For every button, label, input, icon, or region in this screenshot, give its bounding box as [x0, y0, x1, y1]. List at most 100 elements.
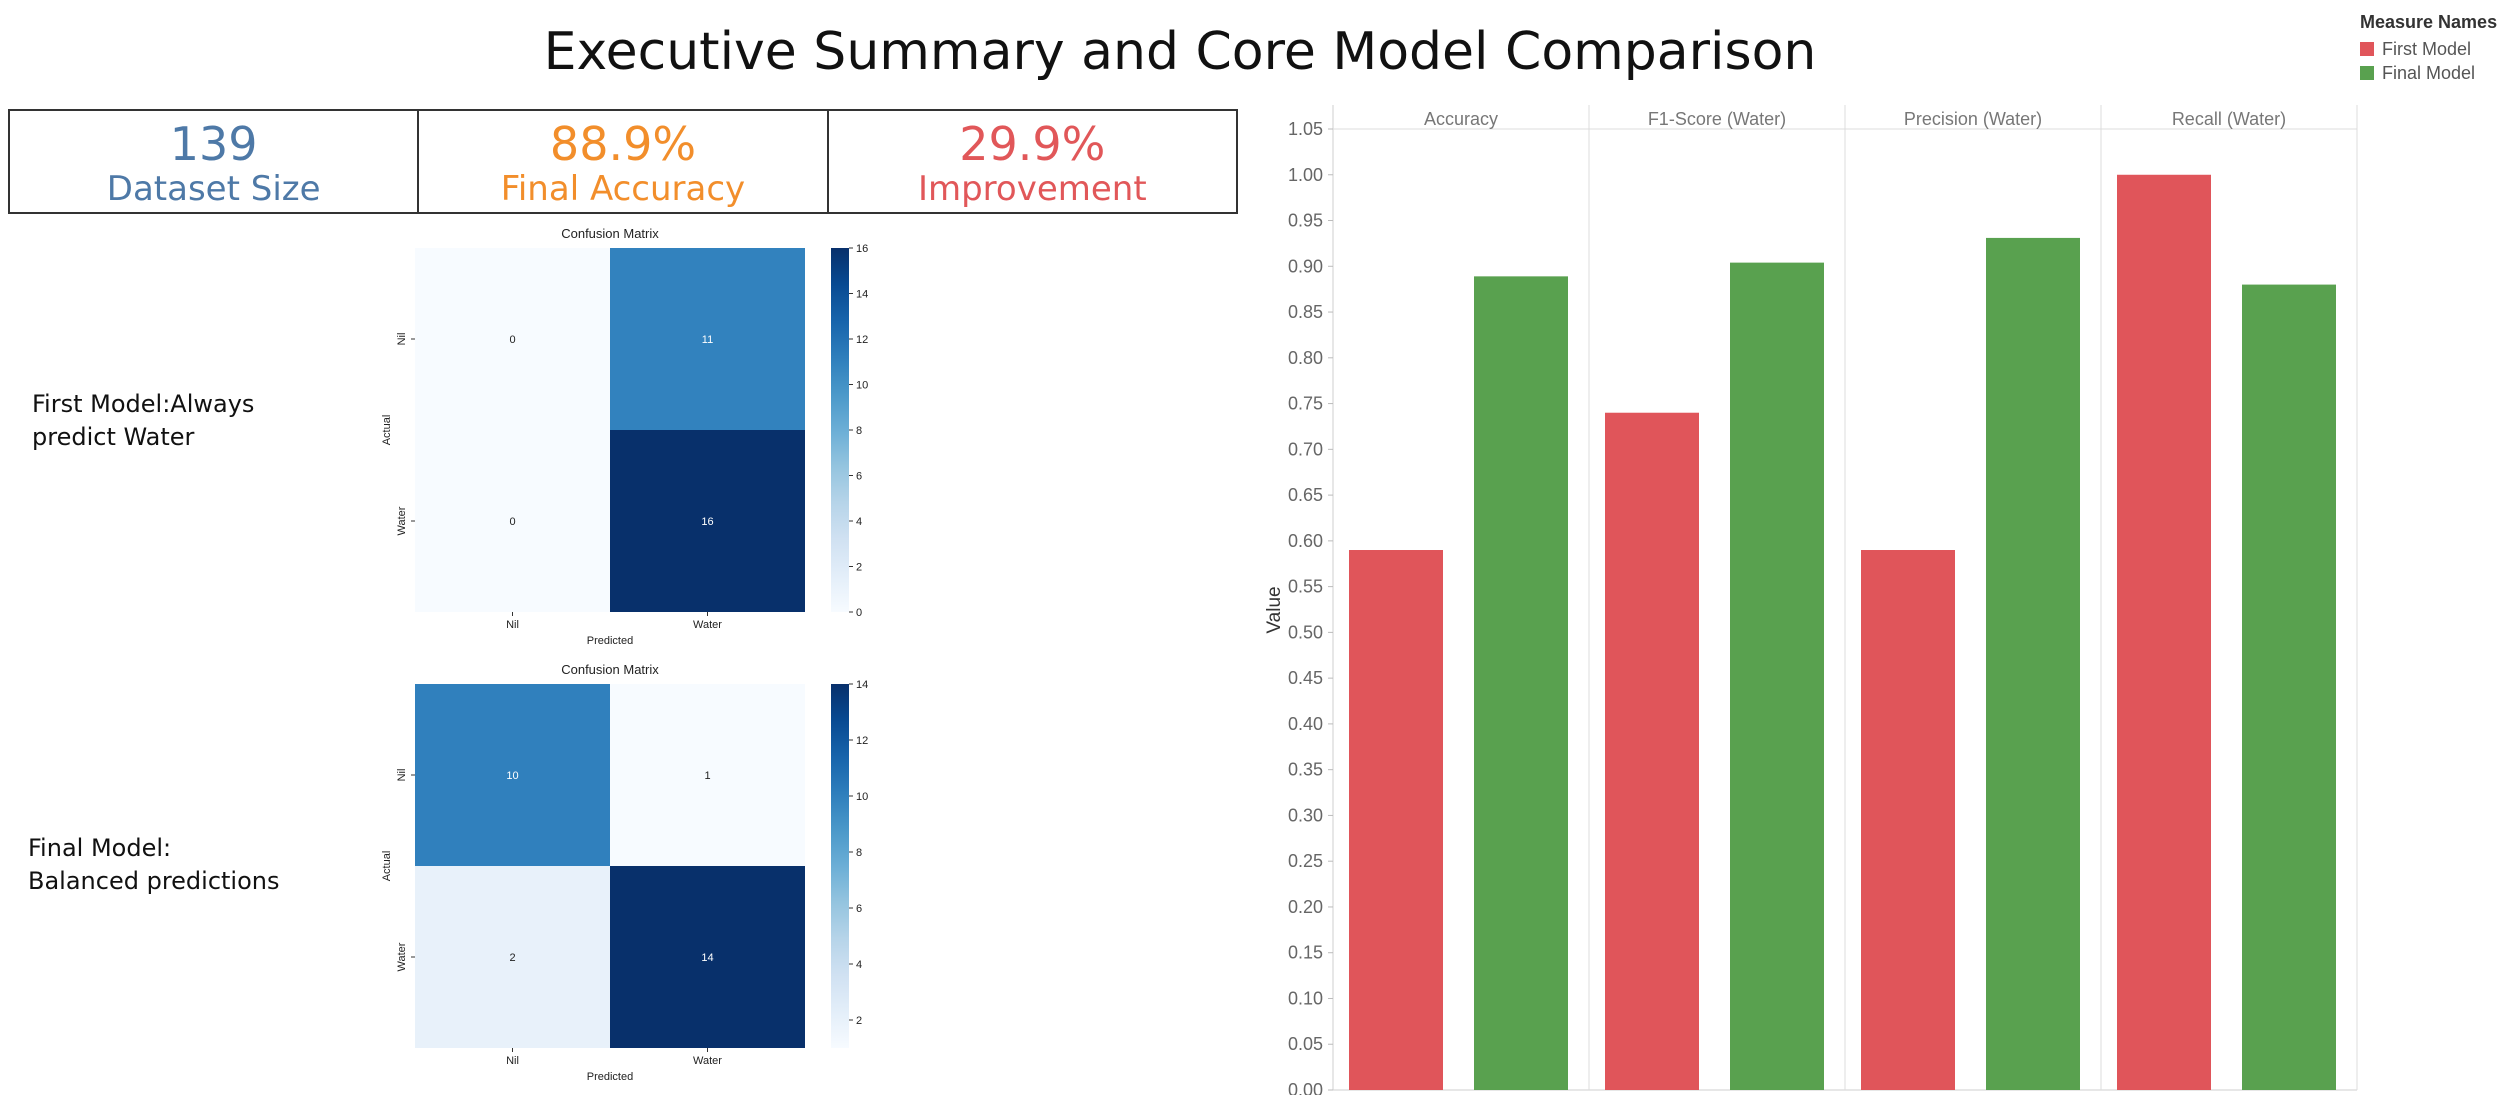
legend-swatch-first-model: [2360, 42, 2374, 56]
y-tick-label: 0.25: [1288, 851, 1323, 871]
colorbar-tick-label: 4: [856, 959, 862, 971]
legend: Measure Names First Model Final Model: [2360, 12, 2505, 85]
y-tick-label: 0.35: [1288, 760, 1323, 780]
colorbar-tick-label: 16: [856, 243, 868, 255]
y-axis-label: Actual: [381, 415, 393, 446]
y-tick-label: 0.45: [1288, 668, 1323, 688]
heatmap-title: Confusion Matrix: [561, 662, 659, 677]
heatmap-cell: [610, 866, 805, 1048]
y-tick-label: 0.20: [1288, 897, 1323, 917]
colorbar-tick-label: 14: [856, 679, 868, 691]
heatmap-cell-value: 10: [506, 770, 518, 782]
legend-title: Measure Names: [2360, 12, 2498, 32]
kpi-strip: 139 Dataset Size 88.9% Final Accuracy 29…: [8, 109, 1238, 214]
y-tick-label: 0.40: [1288, 714, 1323, 734]
y-tick-label: 0.15: [1288, 943, 1323, 963]
colorbar-tick-label: 8: [856, 425, 862, 437]
kpi-improvement: 29.9% Improvement: [829, 111, 1236, 212]
colorbar-tick-label: 8: [856, 847, 862, 859]
category-header: Precision (Water): [1904, 109, 2042, 129]
bar-final-model: [2242, 284, 2336, 1090]
y-axis-label: Value: [1264, 586, 1285, 633]
bar-final-model: [1474, 276, 1568, 1090]
heatmap-cell-value: 0: [509, 334, 515, 346]
colorbar-tick-label: 10: [856, 791, 868, 803]
y-tick-label: 0.85: [1288, 302, 1323, 322]
y-tick-label: 1.05: [1288, 119, 1323, 139]
kpi-label: Dataset Size: [106, 169, 321, 209]
heatmap-title: Confusion Matrix: [561, 226, 659, 241]
colorbar: [831, 248, 849, 612]
final-model-line-1: Final Model:: [28, 834, 172, 862]
y-axis-label: Actual: [381, 851, 393, 882]
y-tick-label: 0.80: [1288, 348, 1323, 368]
colorbar-tick-label: 12: [856, 735, 868, 747]
final-model-line-2: Balanced predictions: [28, 867, 280, 895]
bar-first-model: [1349, 550, 1443, 1090]
kpi-value: 88.9%: [549, 117, 697, 171]
kpi-dataset-size: 139 Dataset Size: [10, 111, 420, 212]
colorbar-tick-label: 12: [856, 334, 868, 346]
heatmap-cell-value: 2: [509, 952, 515, 964]
y-tick-label: Water: [396, 942, 408, 971]
colorbar-tick-label: 6: [856, 903, 862, 915]
y-tick-label: 1.00: [1288, 165, 1323, 185]
heatmap-cell: [415, 430, 610, 612]
y-tick-label: 0.60: [1288, 531, 1323, 551]
colorbar-tick-label: 4: [856, 516, 862, 528]
first-model-line-2: predict Water: [32, 423, 195, 451]
final-model-description: Final Model: Balanced predictions: [28, 832, 280, 898]
category-header: Recall (Water): [2172, 109, 2286, 129]
x-tick-label: Nil: [506, 619, 519, 631]
y-tick-label: 0.90: [1288, 256, 1323, 276]
kpi-label: Improvement: [917, 169, 1147, 209]
bar-final-model: [1730, 262, 1824, 1090]
y-tick-label: 0.65: [1288, 485, 1323, 505]
y-tick-label: 0.55: [1288, 577, 1323, 597]
legend-item-final-model[interactable]: Final Model: [2360, 61, 2505, 85]
y-tick-label: Nil: [396, 333, 408, 346]
y-tick-label: 0.75: [1288, 394, 1323, 414]
y-tick-label: 0.05: [1288, 1034, 1323, 1054]
first-model-description: First Model:Always predict Water: [32, 388, 254, 454]
bar-first-model: [2117, 174, 2211, 1090]
heatmap-cell-value: 11: [702, 334, 713, 346]
kpi-label: Final Accuracy: [500, 169, 746, 209]
y-tick-label: 0.95: [1288, 211, 1323, 231]
legend-label: Final Model: [2382, 62, 2476, 83]
kpi-value: 139: [169, 117, 258, 171]
colorbar-tick-label: 14: [856, 289, 868, 301]
heatmap-cell-value: 14: [701, 952, 713, 964]
heatmap-cell: [610, 248, 805, 430]
confusion-matrix-first-model: Confusion Matrix 0 11 0 16 Nil Water Nil Water Pr…: [381, 226, 868, 647]
colorbar-tick-label: 0: [856, 607, 862, 619]
kpi-value: 29.9%: [959, 117, 1106, 171]
y-tick-label: 0.30: [1288, 805, 1323, 825]
category-header: Accuracy: [1424, 109, 1498, 129]
heatmap-cell: [415, 248, 610, 430]
bar-final-model: [1986, 237, 2080, 1090]
heatmap-cell: [610, 684, 805, 866]
colorbar-tick-label: 2: [856, 1015, 862, 1027]
legend-item-first-model[interactable]: First Model: [2360, 37, 2505, 61]
first-model-line-1: First Model:Always: [32, 390, 255, 418]
y-tick-label: Water: [396, 506, 408, 535]
category-header: F1-Score (Water): [1648, 109, 1786, 129]
y-tick-label: 0.00: [1288, 1080, 1323, 1095]
colorbar: [831, 684, 849, 1048]
x-axis-label: Predicted: [587, 635, 633, 647]
page-title: Executive Summary and Core Model Compari…: [543, 22, 1817, 82]
heatmap-cell: [610, 430, 805, 612]
heatmap-cell: [415, 866, 610, 1048]
x-tick-label: Nil: [506, 1055, 519, 1067]
y-tick-label: 0.10: [1288, 988, 1323, 1008]
model-comparison-bar-chart: 0.00 0.05 0.10 0.15 0.20 0.25 0.30 0.35 0.40 0.45…: [1264, 105, 2358, 1095]
heatmap-cell-value: 0: [509, 516, 515, 528]
colorbar-tick-label: 10: [856, 380, 868, 392]
x-tick-label: Water: [693, 1055, 722, 1067]
heatmap-cell-value: 16: [701, 516, 713, 528]
y-tick-label: 0.50: [1288, 622, 1323, 642]
legend-swatch-final-model: [2360, 66, 2374, 80]
legend-label: First Model: [2382, 38, 2472, 59]
